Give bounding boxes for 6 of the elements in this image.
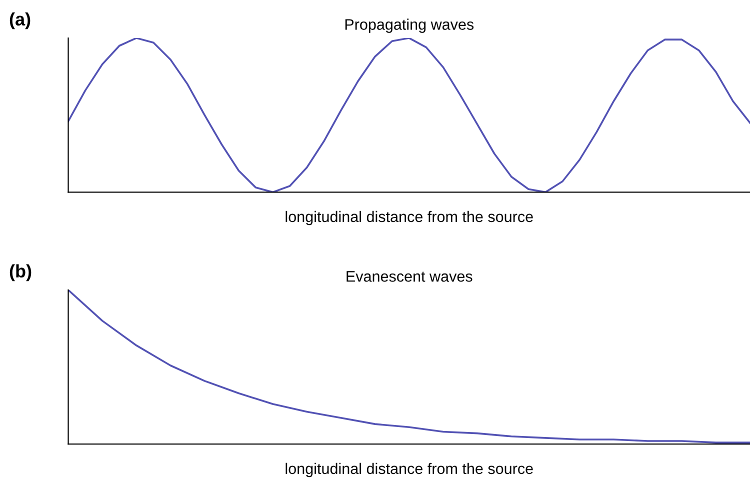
x-axis-title: longitudinal distance from the source	[286, 462, 533, 478]
chart-title: Evanescent waves	[346, 271, 472, 282]
text: (a)	[10, 12, 30, 30]
text: (b)	[10, 264, 32, 282]
x-axis-title: longitudinal distance from the source	[286, 210, 533, 226]
chart-title: Propagating waves	[345, 18, 474, 33]
